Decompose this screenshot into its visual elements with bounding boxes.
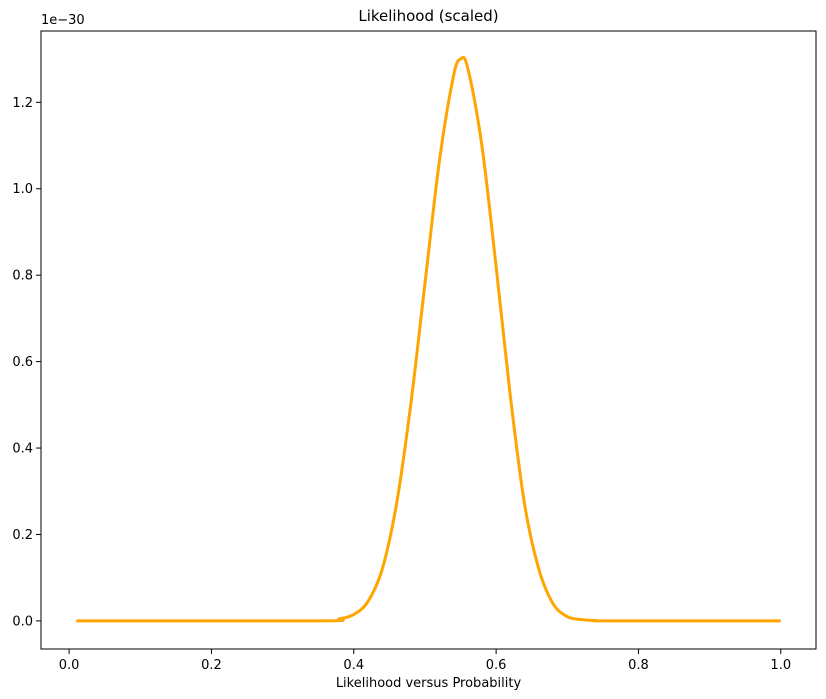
y-tick-label: 1.2: [12, 96, 33, 111]
y-tick-label: 0.4: [12, 442, 33, 457]
x-tick-label: 0.8: [628, 658, 649, 673]
y-tick-label: 0.0: [12, 614, 33, 629]
x-tick-label: 0.4: [343, 658, 364, 673]
x-axis-label: Likelihood versus Probability: [336, 676, 522, 691]
y-tick-label: 0.8: [12, 269, 33, 284]
x-tick-label: 0.2: [201, 658, 222, 673]
x-tick-label: 0.0: [59, 658, 80, 673]
plot-area: [76, 55, 781, 623]
plot-frame: [40, 30, 817, 650]
y-axis: 0.0 0.2 0.4 0.6 0.8 1.0 1.2: [12, 96, 41, 629]
x-tick-label: 0.6: [486, 658, 507, 673]
x-axis: 0.0 0.2 0.4 0.6 0.8 1.0: [59, 649, 791, 673]
y-axis-offset-label: 1e−30: [41, 13, 85, 28]
likelihood-series-line: [76, 55, 781, 623]
y-tick-label: 0.6: [12, 355, 33, 370]
chart-title: Likelihood (scaled): [358, 7, 498, 25]
x-tick-label: 1.0: [770, 658, 791, 673]
y-tick-label: 1.0: [12, 182, 33, 197]
y-tick-label: 0.2: [12, 528, 33, 543]
